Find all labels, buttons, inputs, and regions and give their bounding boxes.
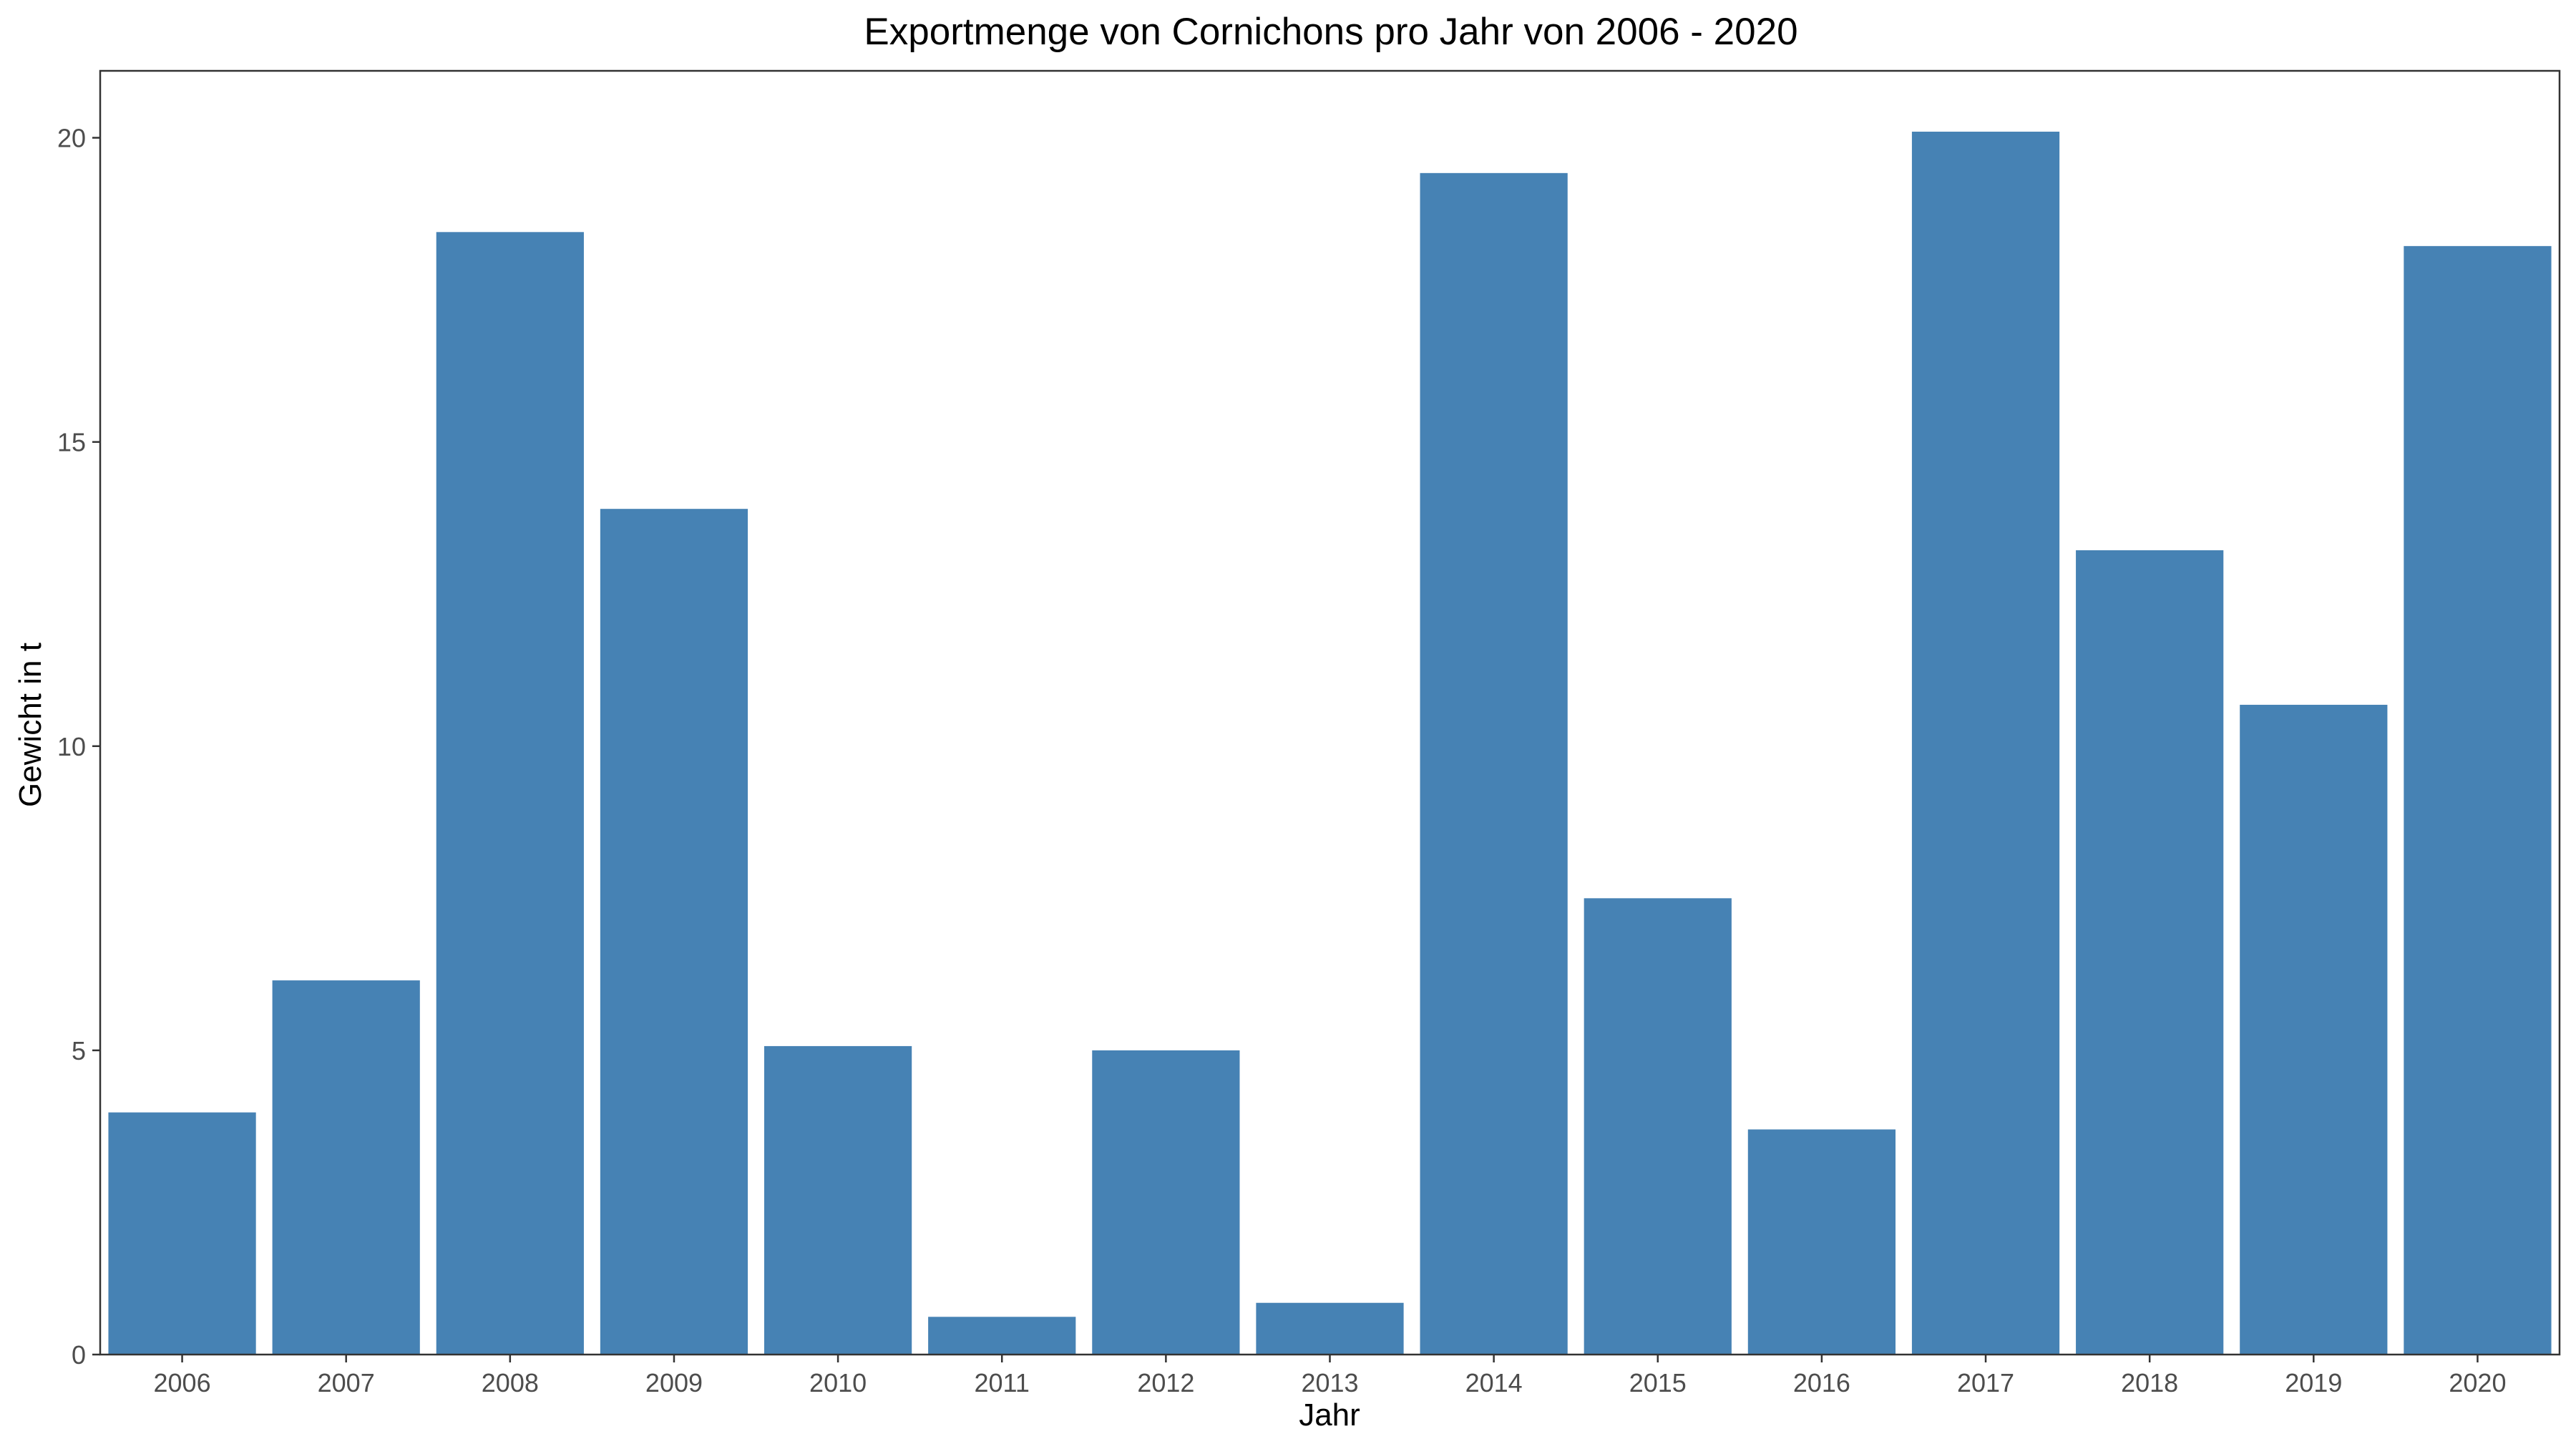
bar-2016 — [1747, 1129, 1896, 1355]
bar-2012 — [1092, 1050, 1240, 1355]
x-tick-label: 2019 — [2285, 1368, 2342, 1397]
x-tick-label: 2013 — [1301, 1368, 1358, 1397]
bar-2010 — [763, 1045, 912, 1355]
bar-2020 — [2404, 245, 2552, 1355]
y-tick-label: 0 — [72, 1340, 86, 1370]
x-axis: 2006 2007 2008 2009 2010 2011 2012 2013 2014 2015… — [154, 1355, 2506, 1397]
x-tick-label: 2018 — [2121, 1368, 2178, 1397]
bar-2007 — [272, 980, 420, 1355]
bar-2015 — [1584, 898, 1732, 1355]
x-tick-label: 2010 — [809, 1368, 867, 1397]
y-tick-label: 20 — [57, 124, 86, 153]
x-tick-label: 2015 — [1629, 1368, 1687, 1397]
x-tick-label: 2007 — [318, 1368, 375, 1397]
x-tick-label: 2012 — [1137, 1368, 1194, 1397]
x-tick-label: 2014 — [1465, 1368, 1523, 1397]
chart-title: Exportmenge von Cornichons pro Jahr von … — [864, 11, 1797, 53]
x-axis-title: Jahr — [1299, 1397, 1360, 1433]
x-tick-label: 2016 — [1793, 1368, 1850, 1397]
bar-2008 — [436, 232, 584, 1355]
y-axis-title: Gewicht in t — [13, 643, 48, 807]
y-tick-label: 15 — [57, 428, 86, 457]
x-tick-label: 2009 — [645, 1368, 703, 1397]
plot-area — [99, 69, 2561, 1356]
bar-2014 — [1420, 172, 1568, 1355]
bar-2019 — [2240, 704, 2388, 1355]
bar-2011 — [928, 1317, 1076, 1355]
bar-2013 — [1256, 1302, 1404, 1355]
y-tick-label: 10 — [57, 732, 86, 761]
x-tick-label: 2020 — [2449, 1368, 2506, 1397]
bar-2006 — [108, 1112, 256, 1355]
x-tick-label: 2017 — [1957, 1368, 2014, 1397]
x-tick-label: 2006 — [154, 1368, 211, 1397]
bar-2017 — [1911, 132, 2060, 1355]
bar-2018 — [2076, 550, 2224, 1355]
y-axis: 0 5 10 15 20 — [57, 124, 100, 1370]
bar-2009 — [600, 509, 748, 1355]
x-tick-label: 2008 — [482, 1368, 539, 1397]
y-tick-label: 5 — [72, 1036, 86, 1065]
x-tick-label: 2011 — [975, 1368, 1030, 1397]
